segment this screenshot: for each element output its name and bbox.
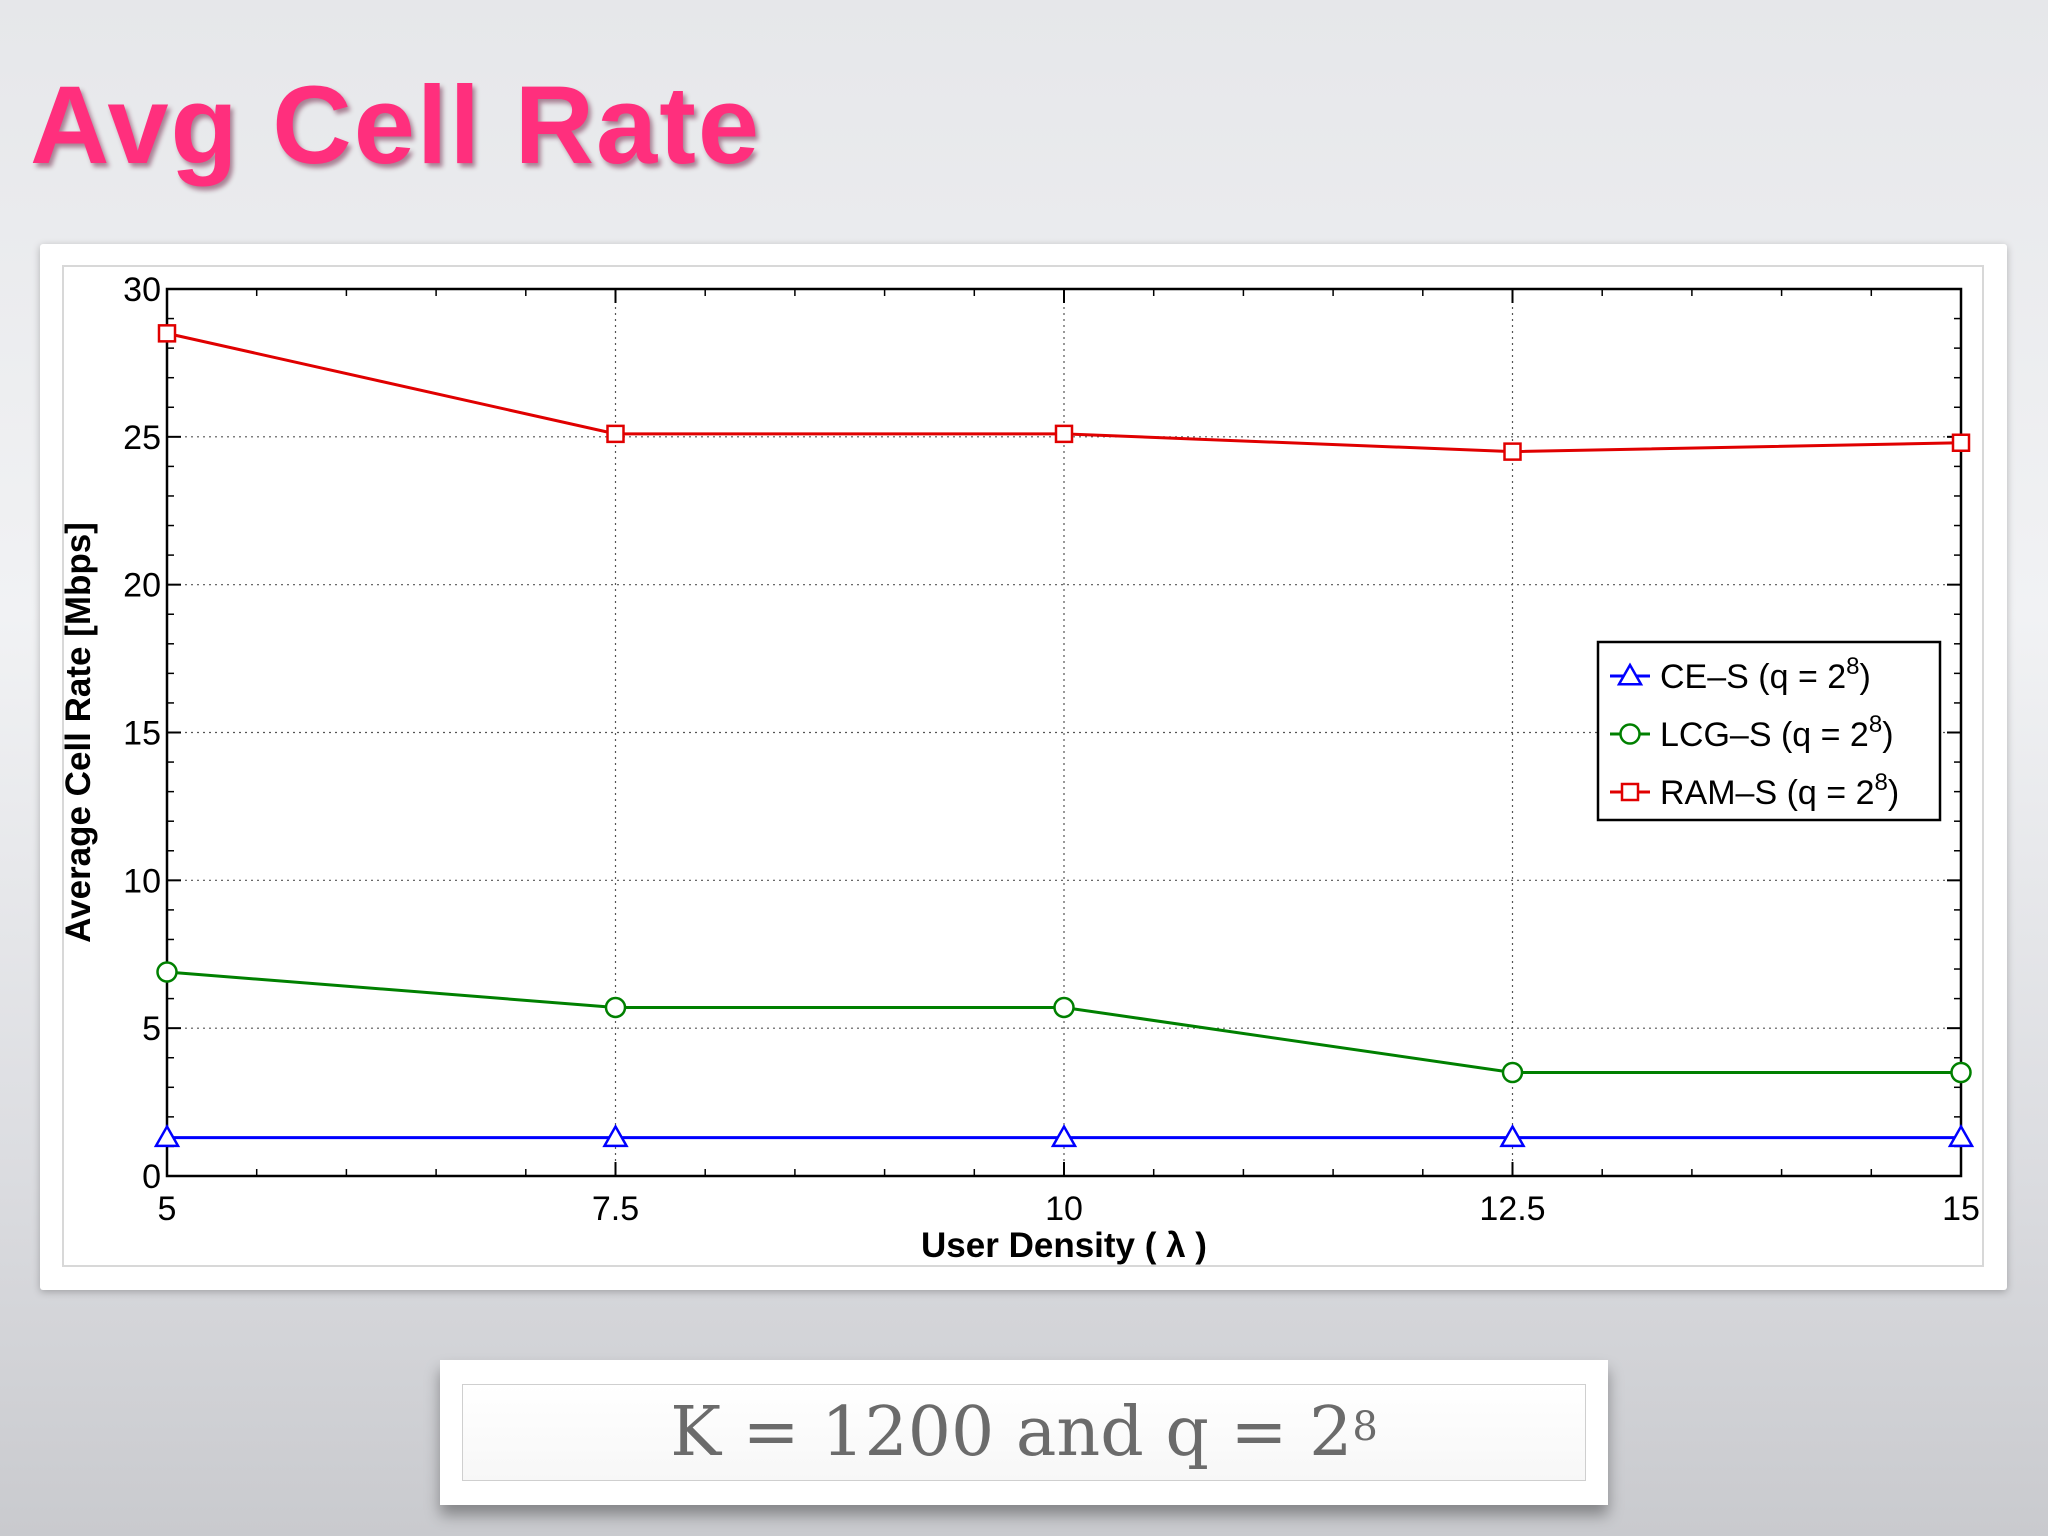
legend-label-exponent: 8 <box>1869 711 1882 738</box>
chart-inner-border <box>62 265 1984 1267</box>
series-circle <box>156 961 1972 1084</box>
legend-item: RAM–S (q = 28) <box>1610 769 1899 812</box>
y-tick-label: 30 <box>123 271 161 309</box>
data-point <box>602 1124 629 1148</box>
data-point <box>606 424 625 444</box>
data-point <box>1947 1124 1975 1148</box>
data-point <box>153 1124 181 1148</box>
legend-item: LCG–S (q = 28) <box>1610 711 1894 754</box>
y-tick-label: 5 <box>142 1010 161 1048</box>
legend-label-close: ) <box>1888 774 1899 812</box>
data-point <box>157 324 177 343</box>
series-triangle <box>153 1124 1975 1148</box>
legend-label-text: CE–S (q = 2 <box>1660 658 1846 696</box>
x-tick-label: 12.5 <box>1479 1190 1545 1228</box>
y-axis-title: Average Cell Rate [Mbps] <box>59 522 98 943</box>
legend-label-close: ) <box>1882 716 1893 754</box>
data-point <box>1499 1124 1526 1148</box>
series-square <box>157 324 1971 461</box>
series-group <box>153 324 1975 1148</box>
x-tick-label: 5 <box>158 1190 177 1228</box>
legend-label: LCG–S (q = 28) <box>1660 711 1894 754</box>
x-tick-label: 15 <box>1942 1190 1980 1228</box>
data-point <box>1501 1061 1524 1084</box>
legend-label: CE–S (q = 28) <box>1660 653 1871 696</box>
legend-label-text: RAM–S (q = 2 <box>1660 774 1874 812</box>
legend-label-exponent: 8 <box>1874 769 1887 796</box>
legend-label-close: ) <box>1860 658 1871 696</box>
x-tick-label: 7.5 <box>592 1190 639 1228</box>
data-point <box>1951 433 1971 452</box>
note-equation: K = 1200 and q = 2 <box>670 1393 1353 1472</box>
legend-label-text: LCG–S (q = 2 <box>1660 716 1869 754</box>
y-tick-label: 10 <box>123 862 161 900</box>
legend-label-exponent: 8 <box>1846 653 1859 680</box>
data-point <box>156 961 178 983</box>
plot-frame <box>165 287 1963 1178</box>
legend-label: RAM–S (q = 28) <box>1660 769 1899 812</box>
legend-item: CE–S (q = 28) <box>1610 653 1871 696</box>
legend-box <box>1596 640 1942 822</box>
data-point <box>1950 1061 1972 1084</box>
y-tick-label: 0 <box>142 1158 161 1196</box>
legend-swatch-marker <box>1616 662 1644 686</box>
x-axis-title: User Density ( λ ) <box>921 1226 1207 1265</box>
data-point <box>1054 424 1074 444</box>
chart-card: 0 5 10 15 20 25 30 5 7.5 10 12.5 15 User Density ( … <box>40 244 2007 1290</box>
y-tick-label: 15 <box>123 715 161 753</box>
y-tick-label: 20 <box>123 567 161 605</box>
data-point <box>1503 442 1522 461</box>
legend: CE–S (q = 28)LCG–S (q = 28)RAM–S (q = 28… <box>1596 640 1942 822</box>
legend-swatch-marker <box>1620 782 1640 802</box>
data-point <box>1050 1124 1078 1148</box>
note-exponent: 8 <box>1352 1403 1378 1450</box>
x-tick-label: 10 <box>1045 1190 1083 1228</box>
slide-title: Avg Cell Rate <box>30 64 762 187</box>
y-tick-label: 25 <box>123 419 161 457</box>
legend-swatch-marker <box>1619 723 1641 745</box>
data-point <box>604 996 627 1019</box>
data-point <box>1053 996 1075 1019</box>
